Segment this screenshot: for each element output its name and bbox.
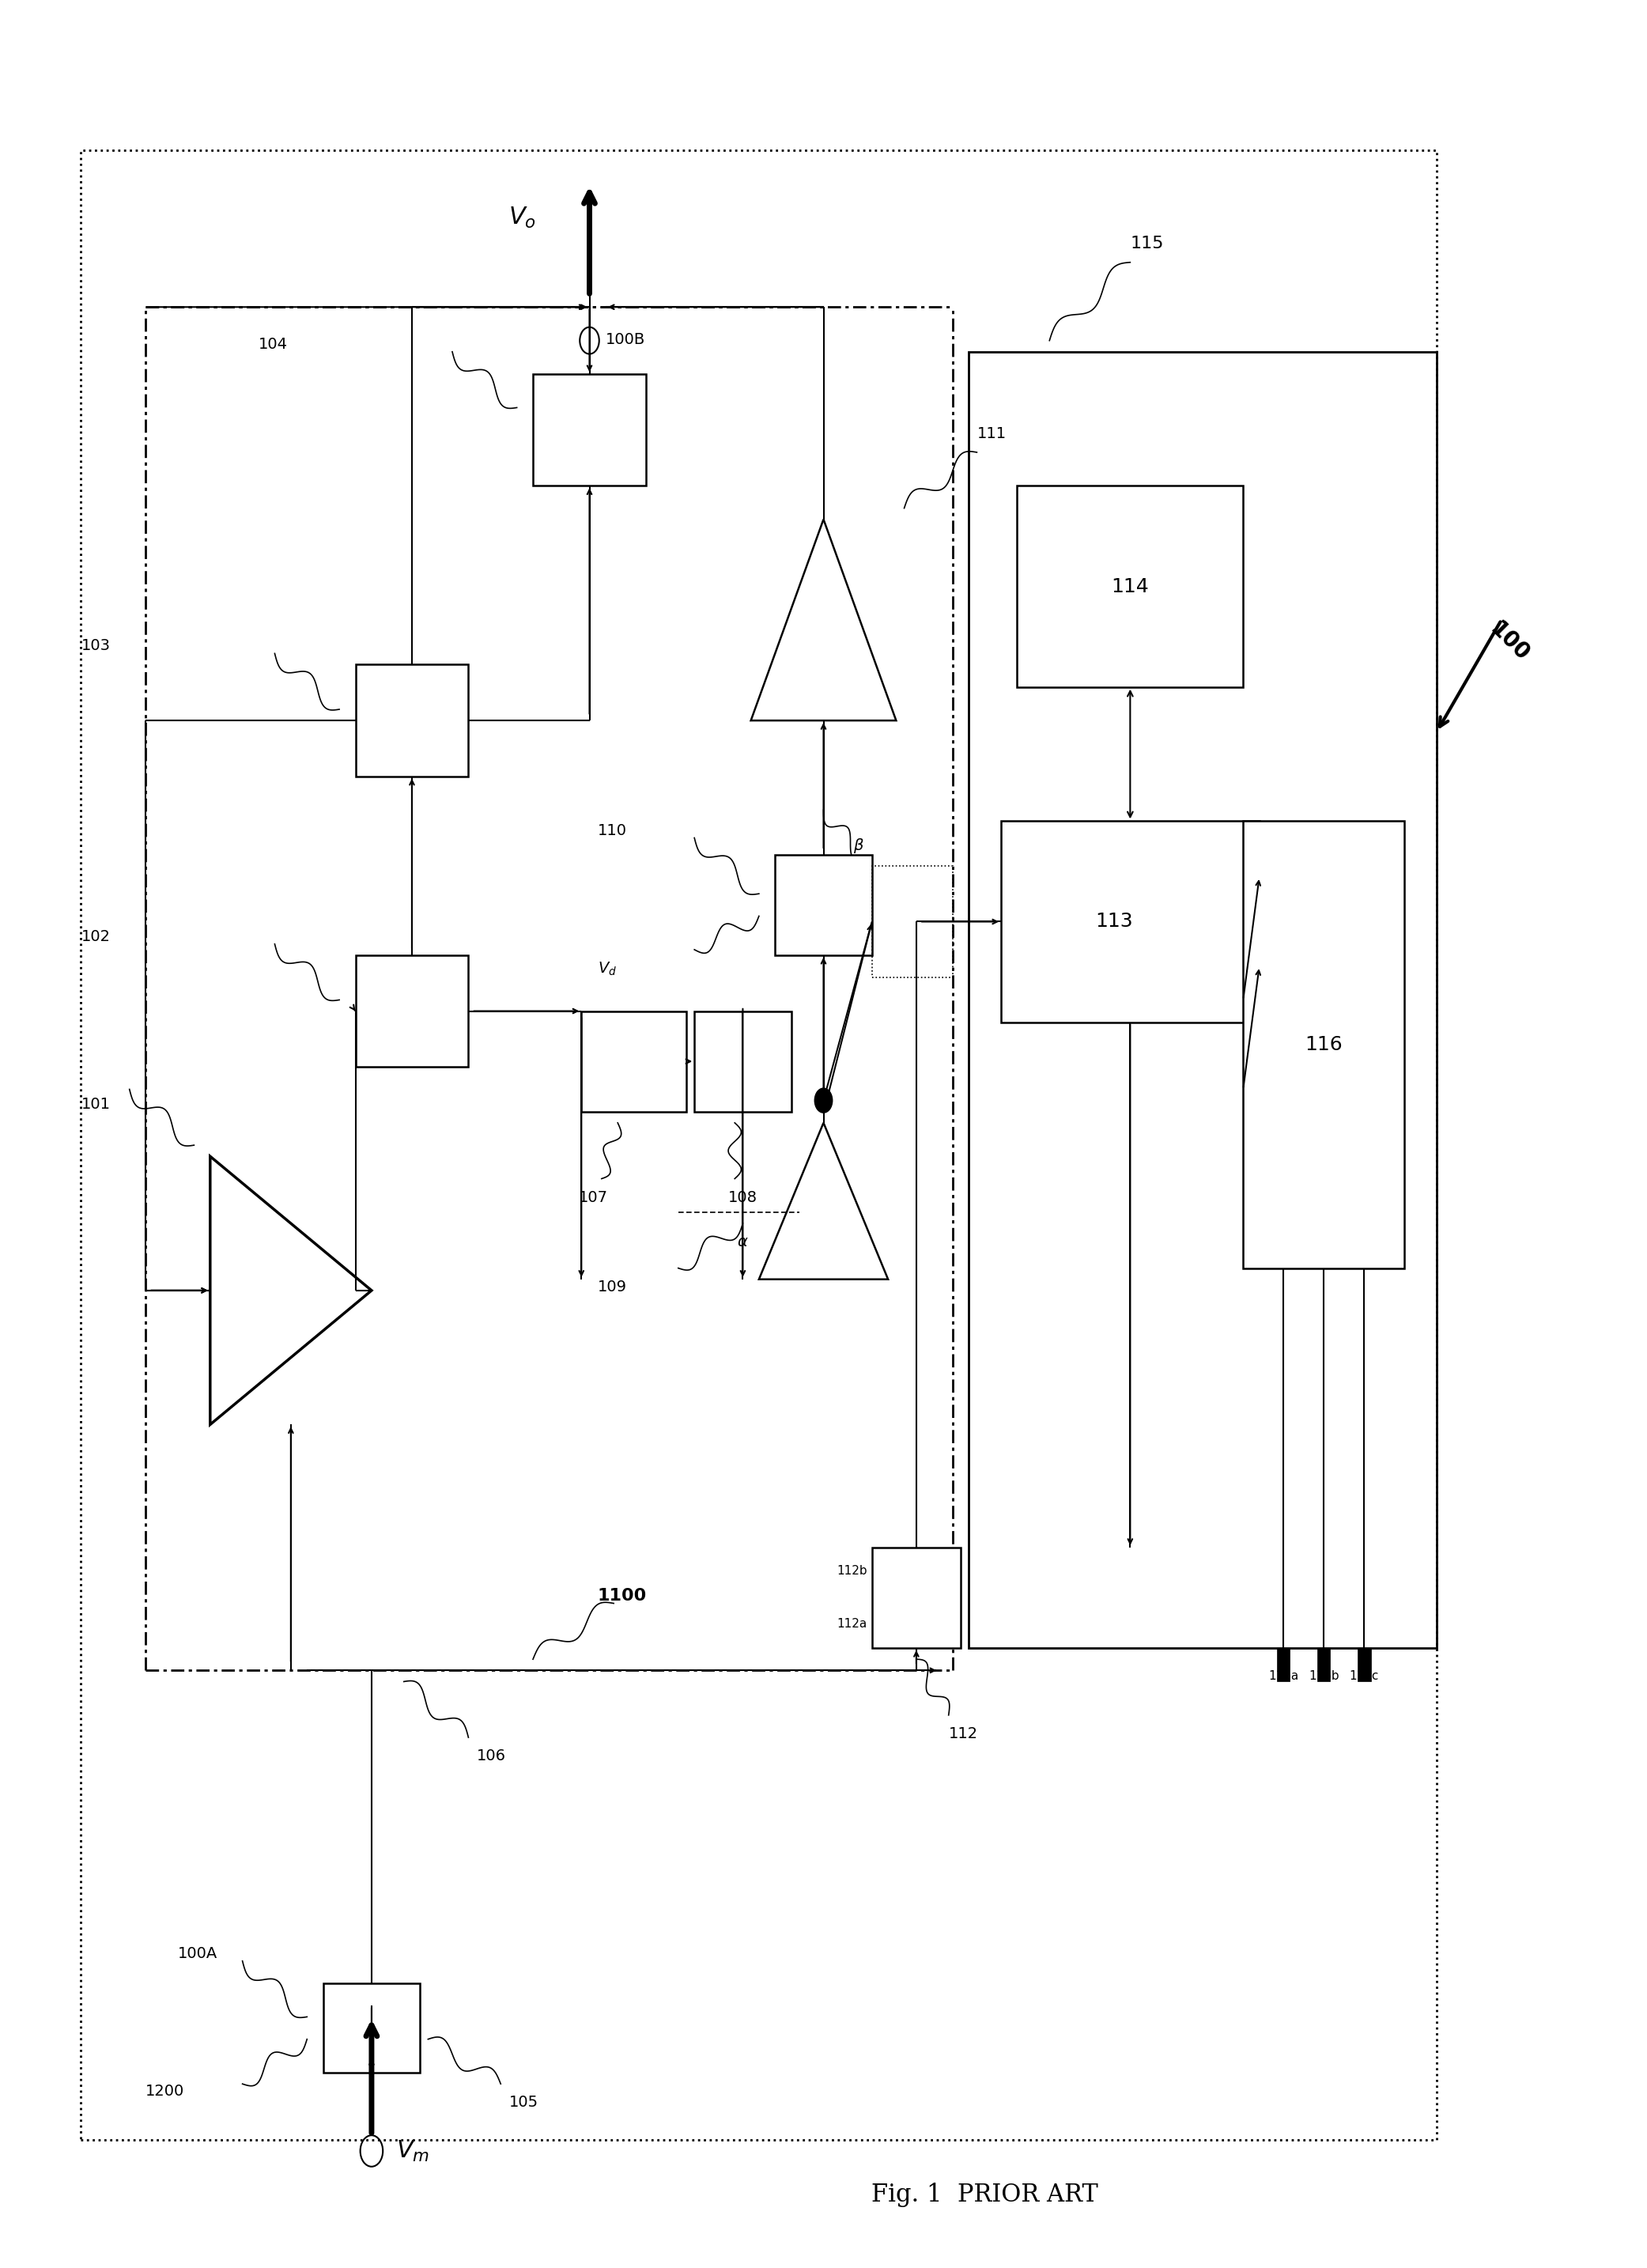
- Text: $\alpha$: $\alpha$: [738, 1234, 748, 1250]
- Text: 1200: 1200: [145, 2084, 184, 2098]
- Bar: [323, 1982, 420, 2073]
- Text: $V_o$: $V_o$: [509, 206, 537, 229]
- Bar: [1318, 1649, 1331, 1681]
- Bar: [81, 150, 1436, 2139]
- Bar: [1357, 1649, 1370, 1681]
- Bar: [871, 866, 952, 978]
- Text: 112b: 112b: [837, 1565, 866, 1576]
- Text: 108: 108: [728, 1191, 758, 1204]
- Text: 111: 111: [977, 426, 1006, 442]
- Bar: [1243, 821, 1405, 1268]
- Text: 104: 104: [259, 336, 288, 352]
- Bar: [356, 665, 468, 776]
- Text: 115: 115: [1130, 236, 1164, 252]
- Bar: [1018, 485, 1243, 687]
- Bar: [581, 1012, 687, 1111]
- Text: 114: 114: [1112, 576, 1150, 596]
- Text: $V_m$: $V_m$: [395, 2139, 430, 2164]
- Text: 107: 107: [578, 1191, 608, 1204]
- Text: 1100: 1100: [598, 1588, 647, 1603]
- Bar: [356, 955, 468, 1066]
- Text: 105: 105: [509, 2096, 539, 2109]
- Text: $V_d$: $V_d$: [598, 962, 616, 978]
- Text: 115c: 115c: [1349, 1672, 1379, 1683]
- Text: 101: 101: [81, 1098, 110, 1111]
- Bar: [871, 1547, 960, 1649]
- Text: 113: 113: [1095, 912, 1133, 932]
- Bar: [1276, 1649, 1290, 1681]
- Text: 112a: 112a: [837, 1619, 866, 1631]
- Text: 115a: 115a: [1268, 1672, 1298, 1683]
- Bar: [1001, 821, 1260, 1023]
- Text: 102: 102: [81, 930, 110, 943]
- Text: 112: 112: [949, 1726, 978, 1742]
- Text: 116: 116: [1304, 1034, 1342, 1055]
- Text: 110: 110: [598, 823, 628, 837]
- Text: 103: 103: [81, 637, 110, 653]
- Bar: [776, 855, 871, 955]
- Text: $\beta$: $\beta$: [853, 837, 863, 855]
- Bar: [695, 1012, 791, 1111]
- Text: Fig. 1  PRIOR ART: Fig. 1 PRIOR ART: [871, 2182, 1099, 2207]
- Circle shape: [815, 1089, 832, 1114]
- Text: 109: 109: [598, 1279, 628, 1295]
- Text: 100: 100: [1486, 619, 1533, 667]
- Text: 100B: 100B: [606, 331, 646, 347]
- Bar: [968, 352, 1436, 1649]
- Text: 106: 106: [476, 1749, 506, 1765]
- Text: 100A: 100A: [178, 1946, 217, 1962]
- Bar: [534, 374, 646, 485]
- Text: 115b: 115b: [1309, 1672, 1339, 1683]
